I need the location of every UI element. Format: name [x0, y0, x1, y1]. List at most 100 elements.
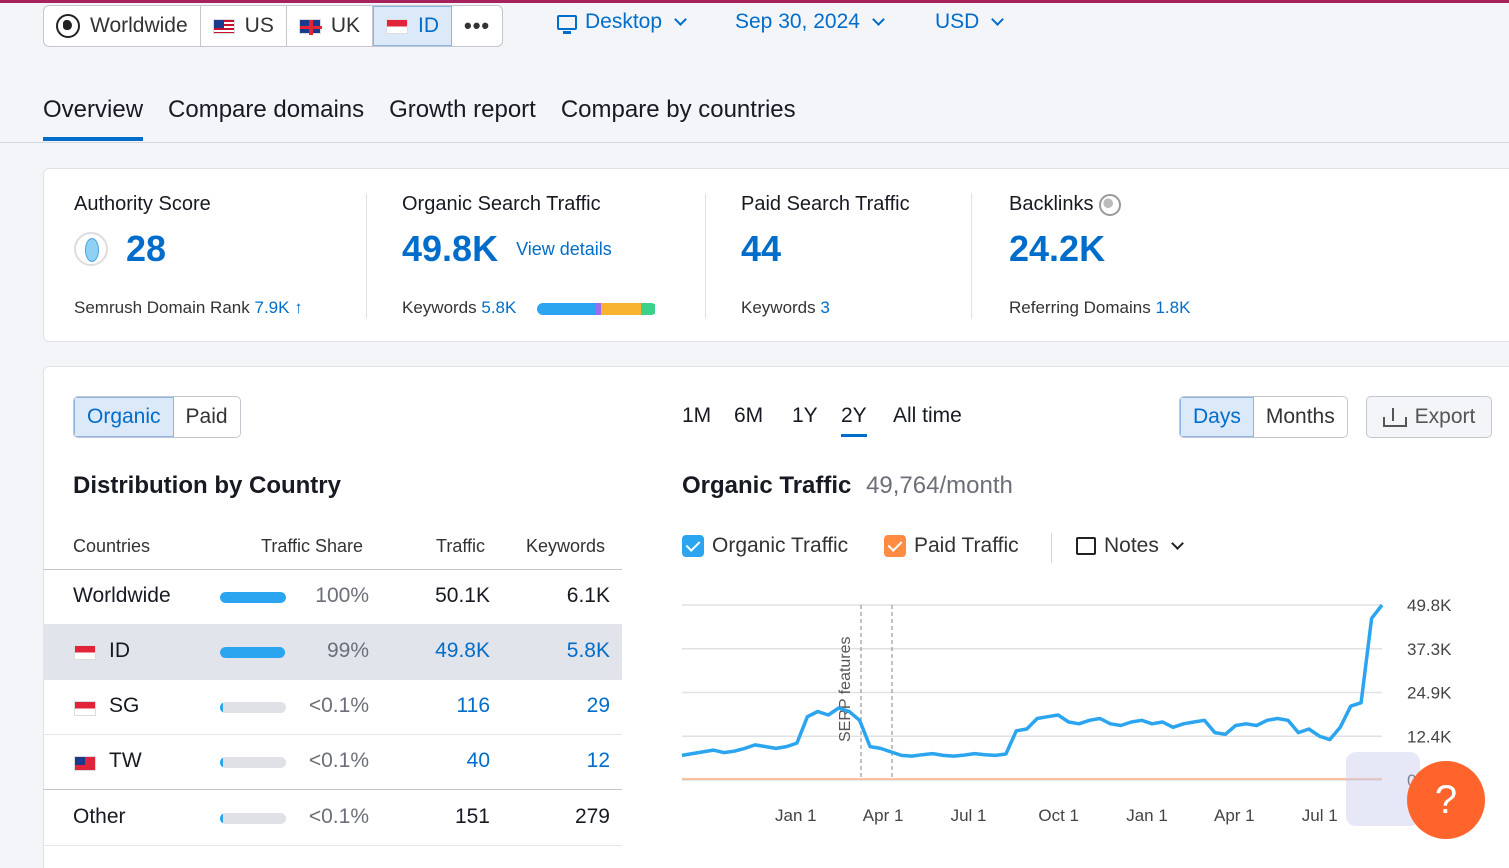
export-button[interactable]: Export [1366, 396, 1492, 438]
table-row[interactable]: SG <0.1% 116 29 [43, 680, 622, 735]
organic-traffic-value[interactable]: 49.8K [402, 228, 499, 269]
x-tick-label: Apr 1 [863, 806, 904, 825]
db-worldwide-button[interactable]: Worldwide [44, 6, 201, 46]
period-1y[interactable]: 1Y [792, 404, 818, 427]
traffic-value[interactable]: 40 [466, 749, 490, 772]
chevron-down-icon [991, 12, 1005, 26]
notes-label: Notes [1104, 534, 1159, 557]
db-label: UK [330, 14, 361, 37]
period-6m[interactable]: 6M [734, 404, 764, 427]
x-tick-label: Jul 1 [951, 806, 987, 825]
paid-toggle[interactable]: Paid [185, 405, 228, 428]
metric-divider [705, 193, 706, 319]
share-bar [220, 757, 286, 768]
metric-label: Paid Search Traffic [741, 193, 910, 215]
keyword-distribution-bar [537, 302, 657, 315]
domain-rank-value[interactable]: 7.9K [254, 298, 290, 317]
col-traffic[interactable]: Traffic [436, 536, 486, 556]
share-value: 100% [315, 584, 369, 607]
organic-toggle[interactable]: Organic [74, 397, 174, 437]
sg-flag-icon [74, 701, 96, 716]
share-value: <0.1% [308, 749, 369, 772]
keywords-value[interactable]: 29 [586, 694, 610, 717]
y-tick-label: 37.3K [1407, 640, 1452, 659]
device-selector[interactable]: Desktop [557, 10, 689, 34]
database-selector: Worldwide US UK ID ••• [43, 5, 504, 47]
help-button[interactable]: ? [1407, 761, 1485, 839]
col-traffic-share[interactable]: Traffic Share [261, 536, 364, 556]
device-label: Desktop [585, 10, 663, 33]
serp-features-annotation: SERP features [837, 636, 854, 742]
table-row: Worldwide 100% 50.1K 6.1K [43, 570, 622, 625]
tab-compare-by-countries[interactable]: Compare by countries [560, 96, 796, 123]
months-toggle[interactable]: Months [1265, 405, 1335, 428]
desktop-icon [557, 14, 577, 34]
db-label: ID [418, 14, 440, 37]
organic-traffic-line [681, 603, 1384, 758]
chart-title: Organic Traffic [682, 472, 852, 499]
domain-rank-label: Semrush Domain Rank [74, 298, 250, 317]
col-keywords[interactable]: Keywords [526, 536, 606, 556]
checkbox-icon [884, 535, 906, 557]
x-tick-label: Jul 1 [1302, 806, 1338, 825]
currency-selector[interactable]: USD [935, 10, 1006, 34]
traffic-value[interactable]: 49.8K [435, 639, 490, 662]
more-databases-button[interactable]: ••• [452, 6, 502, 46]
tab-overview[interactable]: Overview [43, 96, 144, 141]
referring-domains-value[interactable]: 1.8K [1155, 298, 1191, 317]
notes-dropdown[interactable]: Notes [1076, 534, 1186, 558]
date-selector[interactable]: Sep 30, 2024 [735, 10, 887, 34]
organic-keywords-value[interactable]: 5.8K [481, 298, 517, 317]
export-icon [1382, 407, 1407, 427]
traffic-value: 50.1K [435, 584, 490, 607]
db-us-button[interactable]: US [201, 6, 287, 46]
db-uk-button[interactable]: UK [287, 6, 374, 46]
period-all-time[interactable]: All time [893, 404, 962, 427]
legend-paid[interactable]: Paid Traffic [884, 534, 1019, 558]
db-label: Worldwide [90, 14, 188, 37]
tab-growth-report[interactable]: Growth report [389, 96, 536, 123]
paid-traffic-value[interactable]: 44 [741, 228, 782, 269]
country-name: TW [109, 749, 142, 772]
y-tick-label: 12.4K [1407, 727, 1452, 746]
country-name: Worldwide [73, 584, 171, 607]
question-icon: ? [1434, 777, 1458, 822]
share-value: 99% [326, 639, 369, 662]
share-bar [220, 702, 286, 713]
metric-divider [366, 193, 367, 319]
traffic-value[interactable]: 116 [456, 694, 490, 717]
tabs-divider [0, 142, 1509, 143]
authority-score-value[interactable]: 28 [126, 228, 167, 269]
legend-organic[interactable]: Organic Traffic [682, 534, 848, 558]
db-id-button[interactable]: ID [373, 6, 453, 46]
share-bar [220, 592, 286, 603]
table-row[interactable]: TW <0.1% 40 12 [43, 735, 622, 790]
days-toggle[interactable]: Days [1180, 397, 1254, 437]
chart-header: Organic Traffic 49,764/month [682, 472, 1013, 500]
legend-label: Paid Traffic [914, 534, 1019, 557]
period-1m[interactable]: 1M [682, 404, 712, 427]
view-details-link[interactable]: View details [516, 238, 612, 259]
paid-keywords-value[interactable]: 3 [820, 298, 830, 317]
share-value: <0.1% [308, 805, 369, 828]
table-header-line [43, 569, 622, 570]
share-bar [220, 647, 286, 658]
keywords-value[interactable]: 5.8K [566, 639, 610, 662]
distribution-title: Distribution by Country [73, 472, 341, 499]
table-row[interactable]: ID 99% 49.8K 5.8K [43, 625, 622, 680]
x-tick-label: Oct 1 [1038, 806, 1079, 825]
legend-divider [1051, 533, 1052, 563]
period-2y[interactable]: 2Y [841, 404, 867, 437]
metric-divider [971, 193, 972, 319]
backlinks-value[interactable]: 24.2K [1009, 228, 1106, 269]
metric-label: Backlinks [1009, 193, 1094, 215]
share-bar [220, 813, 286, 824]
share-value: <0.1% [308, 694, 369, 717]
granularity-toggle: Days Months [1179, 396, 1348, 438]
tab-compare-domains[interactable]: Compare domains [168, 96, 365, 123]
keywords-value[interactable]: 12 [586, 749, 610, 772]
chevron-down-icon [674, 12, 687, 26]
keywords-label: Keywords [402, 298, 477, 317]
id-flag-icon [386, 18, 409, 34]
